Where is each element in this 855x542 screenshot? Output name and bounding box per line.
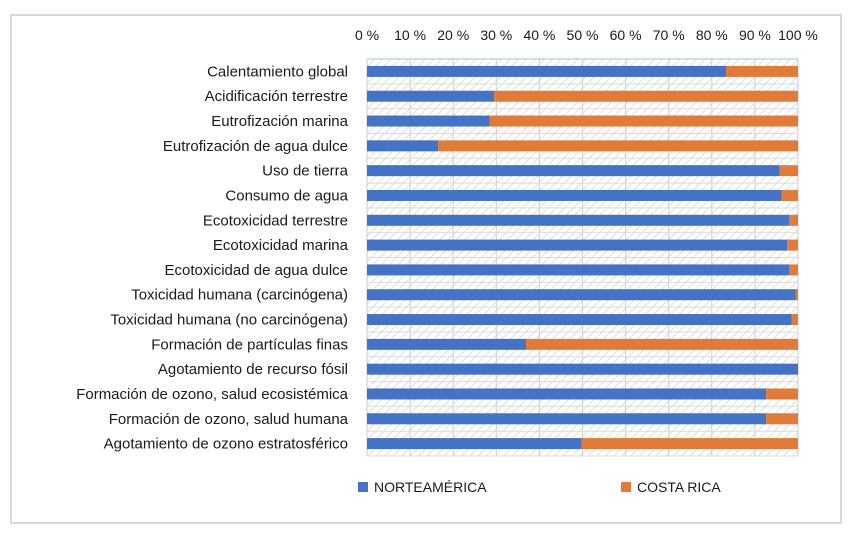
category-label: Toxicidad humana (no carcinógena): [110, 312, 348, 329]
bar-norteamerica: [367, 388, 767, 400]
bar-norteamerica: [367, 264, 790, 276]
bar-costa-rica: [787, 239, 798, 251]
bar-costa-rica: [489, 115, 798, 127]
x-tick-label: 0 %: [355, 27, 379, 43]
category-label: Ecotoxicidad de agua dulce: [165, 262, 348, 279]
legend-label-norteamerica: NORTEAMÉRICA: [374, 479, 487, 495]
x-tick-label: 10 %: [394, 27, 426, 43]
x-tick-label: 30 %: [480, 27, 512, 43]
x-tick-label: 20 %: [437, 27, 469, 43]
x-tick-label: 90 %: [739, 27, 771, 43]
legend-swatch-norteamerica: [358, 482, 368, 492]
category-label: Ecotoxicidad marina: [213, 237, 349, 254]
bar-costa-rica: [789, 214, 798, 226]
bar-costa-rica: [791, 314, 798, 326]
category-label: Eutrofización marina: [211, 113, 348, 130]
bar-costa-rica: [789, 264, 798, 276]
category-label: Formación de ozono, salud ecosistémica: [76, 386, 348, 403]
bar-norteamerica: [367, 90, 495, 102]
bar-costa-rica: [795, 289, 798, 301]
x-tick-label: 40 %: [523, 27, 555, 43]
category-labels: Calentamiento global Acidificación terres…: [76, 63, 348, 452]
category-label: Acidificación terrestre: [205, 88, 348, 105]
bar-costa-rica: [779, 165, 798, 177]
bar-norteamerica: [367, 165, 780, 177]
category-label: Ecotoxicidad terrestre: [203, 212, 348, 229]
category-label: Formación de ozono, salud humana: [109, 411, 349, 428]
bar-norteamerica: [367, 115, 490, 127]
bar-norteamerica: [367, 239, 788, 251]
bar-costa-rica: [581, 438, 798, 450]
category-label: Eutrofización de agua dulce: [163, 138, 348, 155]
bar-costa-rica: [494, 90, 798, 102]
x-tick-label: 80 %: [696, 27, 728, 43]
bar-norteamerica: [367, 289, 796, 301]
bar-costa-rica: [438, 140, 798, 152]
x-tick-label: 50 %: [567, 27, 599, 43]
bar-costa-rica: [781, 189, 798, 201]
x-tick-label: 100 %: [778, 27, 818, 43]
bar-norteamerica: [367, 413, 767, 425]
x-axis-ticks: 0 % 10 % 20 % 30 % 40 % 50 % 60 % 70 % 80 % 90 % 1…: [355, 27, 818, 43]
bar-norteamerica: [367, 140, 439, 152]
bar-costa-rica: [766, 413, 798, 425]
category-label: Agotamiento de ozono estratosférico: [104, 436, 348, 453]
bar-norteamerica: [367, 363, 798, 375]
category-label: Agotamiento de recurso fósil: [158, 361, 348, 378]
bar-norteamerica: [367, 314, 792, 326]
bars: [367, 65, 798, 450]
bar-norteamerica: [367, 65, 727, 77]
bar-costa-rica: [726, 65, 798, 77]
x-tick-label: 60 %: [610, 27, 642, 43]
legend: NORTEAMÉRICA COSTA RICA: [358, 479, 721, 495]
bar-costa-rica: [766, 388, 798, 400]
bar-norteamerica: [367, 189, 782, 201]
bar-norteamerica: [367, 338, 527, 350]
category-label: Uso de tierra: [262, 163, 349, 180]
bar-norteamerica: [367, 438, 582, 450]
category-label: Calentamiento global: [207, 63, 348, 80]
legend-label-costa-rica: COSTA RICA: [637, 479, 721, 495]
x-tick-label: 70 %: [653, 27, 685, 43]
bar-norteamerica: [367, 214, 790, 226]
category-label: Toxicidad humana (carcinógena): [131, 287, 348, 304]
category-label: Consumo de agua: [225, 187, 348, 204]
category-label: Formación de partículas finas: [151, 336, 348, 353]
bar-costa-rica: [526, 338, 798, 350]
legend-swatch-costa-rica: [621, 482, 631, 492]
